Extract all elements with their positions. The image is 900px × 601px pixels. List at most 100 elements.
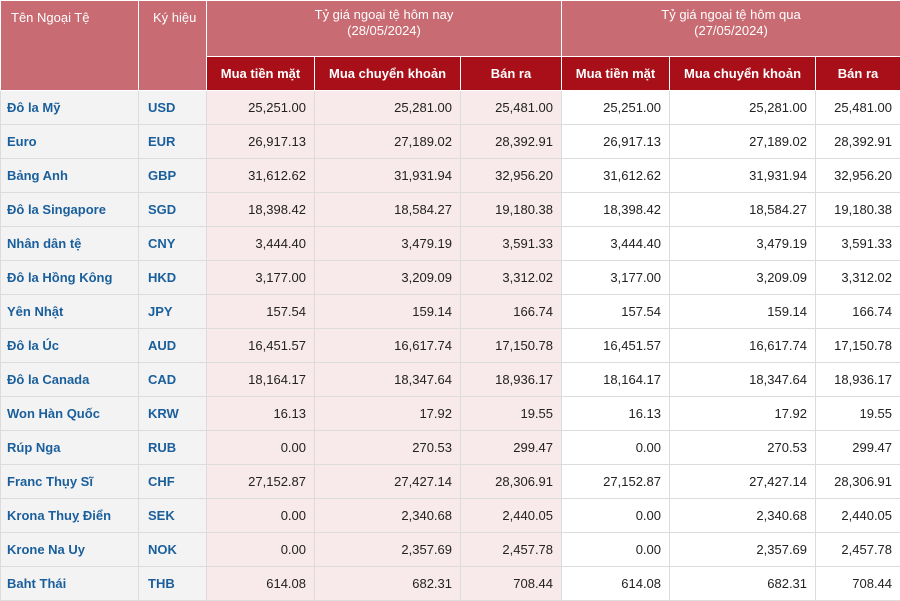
currency-name-link[interactable]: Franc Thụy Sĩ	[1, 465, 139, 499]
yesterday-transfer-buy-value: 3,209.09	[670, 261, 816, 295]
yesterday-transfer-buy-value: 2,357.69	[670, 533, 816, 567]
currency-code-link[interactable]: JPY	[139, 295, 207, 329]
yesterday-cash-buy-value: 157.54	[562, 295, 670, 329]
yesterday-transfer-buy-value: 18,584.27	[670, 193, 816, 227]
currency-code-link[interactable]: KRW	[139, 397, 207, 431]
yesterday-transfer-buy-value: 3,479.19	[670, 227, 816, 261]
currency-name-header: Tên Ngoại Tệ	[1, 1, 139, 91]
today-transfer-buy-value: 2,340.68	[315, 499, 461, 533]
today-sell-header: Bán ra	[461, 57, 562, 91]
today-sell-value: 28,392.91	[461, 125, 562, 159]
yesterday-sell-value: 3,591.33	[816, 227, 900, 261]
currency-name-link[interactable]: Đô la Hồng Kông	[1, 261, 139, 295]
today-sell-value: 19.55	[461, 397, 562, 431]
currency-code-link[interactable]: SEK	[139, 499, 207, 533]
today-cash-buy-value: 0.00	[207, 431, 315, 465]
yesterday-transfer-buy-header: Mua chuyển khoản	[670, 57, 816, 91]
currency-name-link[interactable]: Won Hàn Quốc	[1, 397, 139, 431]
yesterday-sell-value: 3,312.02	[816, 261, 900, 295]
today-sell-value: 19,180.38	[461, 193, 562, 227]
currency-name-link[interactable]: Bảng Anh	[1, 159, 139, 193]
currency-name-link[interactable]: Yên Nhật	[1, 295, 139, 329]
yesterday-cash-buy-value: 18,164.17	[562, 363, 670, 397]
symbol-header: Ký hiệu	[139, 1, 207, 91]
currency-code-link[interactable]: RUB	[139, 431, 207, 465]
currency-code-link[interactable]: EUR	[139, 125, 207, 159]
currency-name-link[interactable]: Baht Thái	[1, 567, 139, 601]
today-transfer-buy-value: 31,931.94	[315, 159, 461, 193]
today-transfer-buy-value: 17.92	[315, 397, 461, 431]
today-cash-buy-value: 16,451.57	[207, 329, 315, 363]
currency-name-link[interactable]: Krona Thuỵ Điển	[1, 499, 139, 533]
yesterday-transfer-buy-value: 25,281.00	[670, 91, 816, 125]
today-cash-buy-value: 25,251.00	[207, 91, 315, 125]
today-sell-value: 299.47	[461, 431, 562, 465]
yesterday-transfer-buy-value: 2,340.68	[670, 499, 816, 533]
yesterday-cash-buy-value: 16,451.57	[562, 329, 670, 363]
today-cash-buy-value: 31,612.62	[207, 159, 315, 193]
currency-name-link[interactable]: Đô la Singapore	[1, 193, 139, 227]
yesterday-sell-header: Bán ra	[816, 57, 900, 91]
today-cash-buy-value: 3,177.00	[207, 261, 315, 295]
yesterday-sell-value: 18,936.17	[816, 363, 900, 397]
today-cash-buy-value: 18,164.17	[207, 363, 315, 397]
today-cash-buy-value: 26,917.13	[207, 125, 315, 159]
yesterday-transfer-buy-value: 270.53	[670, 431, 816, 465]
currency-name-link[interactable]: Euro	[1, 125, 139, 159]
today-transfer-buy-value: 27,189.02	[315, 125, 461, 159]
today-rates-header: Tỷ giá ngoại tệ hôm nay (28/05/2024)	[207, 1, 562, 57]
currency-code-link[interactable]: USD	[139, 91, 207, 125]
yesterday-sell-value: 708.44	[816, 567, 900, 601]
currency-code-link[interactable]: CNY	[139, 227, 207, 261]
today-cash-buy-value: 157.54	[207, 295, 315, 329]
yesterday-transfer-buy-value: 27,427.14	[670, 465, 816, 499]
today-sell-value: 3,591.33	[461, 227, 562, 261]
today-cash-buy-value: 16.13	[207, 397, 315, 431]
today-transfer-buy-value: 3,209.09	[315, 261, 461, 295]
currency-name-link[interactable]: Đô la Úc	[1, 329, 139, 363]
currency-name-link[interactable]: Rúp Nga	[1, 431, 139, 465]
currency-code-link[interactable]: HKD	[139, 261, 207, 295]
today-sell-value: 3,312.02	[461, 261, 562, 295]
today-cash-buy-header: Mua tiền mặt	[207, 57, 315, 91]
yesterday-sell-value: 166.74	[816, 295, 900, 329]
currency-name-link[interactable]: Đô la Mỹ	[1, 91, 139, 125]
today-transfer-buy-value: 682.31	[315, 567, 461, 601]
today-sell-value: 166.74	[461, 295, 562, 329]
currency-code-link[interactable]: AUD	[139, 329, 207, 363]
yesterday-rates-date: (27/05/2024)	[562, 23, 900, 39]
currency-code-link[interactable]: NOK	[139, 533, 207, 567]
currency-code-link[interactable]: CHF	[139, 465, 207, 499]
today-sell-value: 2,440.05	[461, 499, 562, 533]
currency-name-link[interactable]: Đô la Canada	[1, 363, 139, 397]
yesterday-transfer-buy-value: 18,347.64	[670, 363, 816, 397]
yesterday-transfer-buy-value: 17.92	[670, 397, 816, 431]
currency-code-link[interactable]: SGD	[139, 193, 207, 227]
currency-code-link[interactable]: CAD	[139, 363, 207, 397]
today-sell-value: 32,956.20	[461, 159, 562, 193]
yesterday-cash-buy-value: 26,917.13	[562, 125, 670, 159]
today-sell-value: 17,150.78	[461, 329, 562, 363]
currency-name-link[interactable]: Nhân dân tệ	[1, 227, 139, 261]
currency-name-link[interactable]: Krone Na Uy	[1, 533, 139, 567]
today-transfer-buy-value: 270.53	[315, 431, 461, 465]
currency-code-link[interactable]: GBP	[139, 159, 207, 193]
yesterday-sell-value: 2,457.78	[816, 533, 900, 567]
currency-code-link[interactable]: THB	[139, 567, 207, 601]
yesterday-transfer-buy-value: 682.31	[670, 567, 816, 601]
yesterday-cash-buy-value: 25,251.00	[562, 91, 670, 125]
yesterday-cash-buy-value: 3,177.00	[562, 261, 670, 295]
today-transfer-buy-value: 27,427.14	[315, 465, 461, 499]
yesterday-transfer-buy-value: 31,931.94	[670, 159, 816, 193]
yesterday-rates-header: Tỷ giá ngoại tệ hôm qua (27/05/2024)	[562, 1, 900, 57]
today-transfer-buy-value: 18,584.27	[315, 193, 461, 227]
